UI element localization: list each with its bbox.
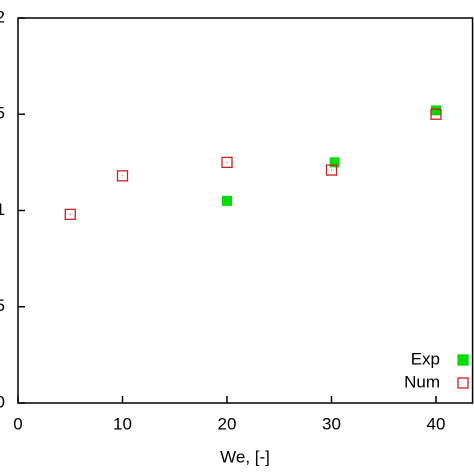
legend-label: Num <box>404 372 440 391</box>
x-tick-label: 0 <box>13 414 22 433</box>
legend-marker <box>457 354 469 366</box>
point <box>430 108 442 120</box>
y-tick-label: 0.5 <box>0 296 5 315</box>
point <box>221 156 233 169</box>
point <box>116 170 129 182</box>
x-axis-label: We, [-] <box>220 447 270 466</box>
x-tick-label: 30 <box>322 414 341 433</box>
point <box>329 157 340 168</box>
point-center <box>69 213 71 215</box>
legend-label: Exp <box>411 349 440 368</box>
point <box>64 208 76 221</box>
y-tick-label: 1 <box>0 200 5 219</box>
point-center <box>331 169 332 171</box>
y-tick-label: 1.5 <box>0 104 5 123</box>
point <box>431 105 441 116</box>
legend-marker <box>457 377 469 389</box>
point-center <box>122 175 123 177</box>
plot-frame <box>17 17 474 404</box>
x-tick-label: 10 <box>113 414 132 433</box>
x-tick-label: 40 <box>427 414 446 433</box>
y-tick-label: 2 <box>0 7 5 26</box>
y-tick-label: 0 <box>0 392 5 411</box>
point-center <box>226 161 228 163</box>
point <box>222 195 232 206</box>
x-tick-label: 20 <box>218 414 237 433</box>
point-center <box>435 113 437 115</box>
point <box>325 164 338 176</box>
